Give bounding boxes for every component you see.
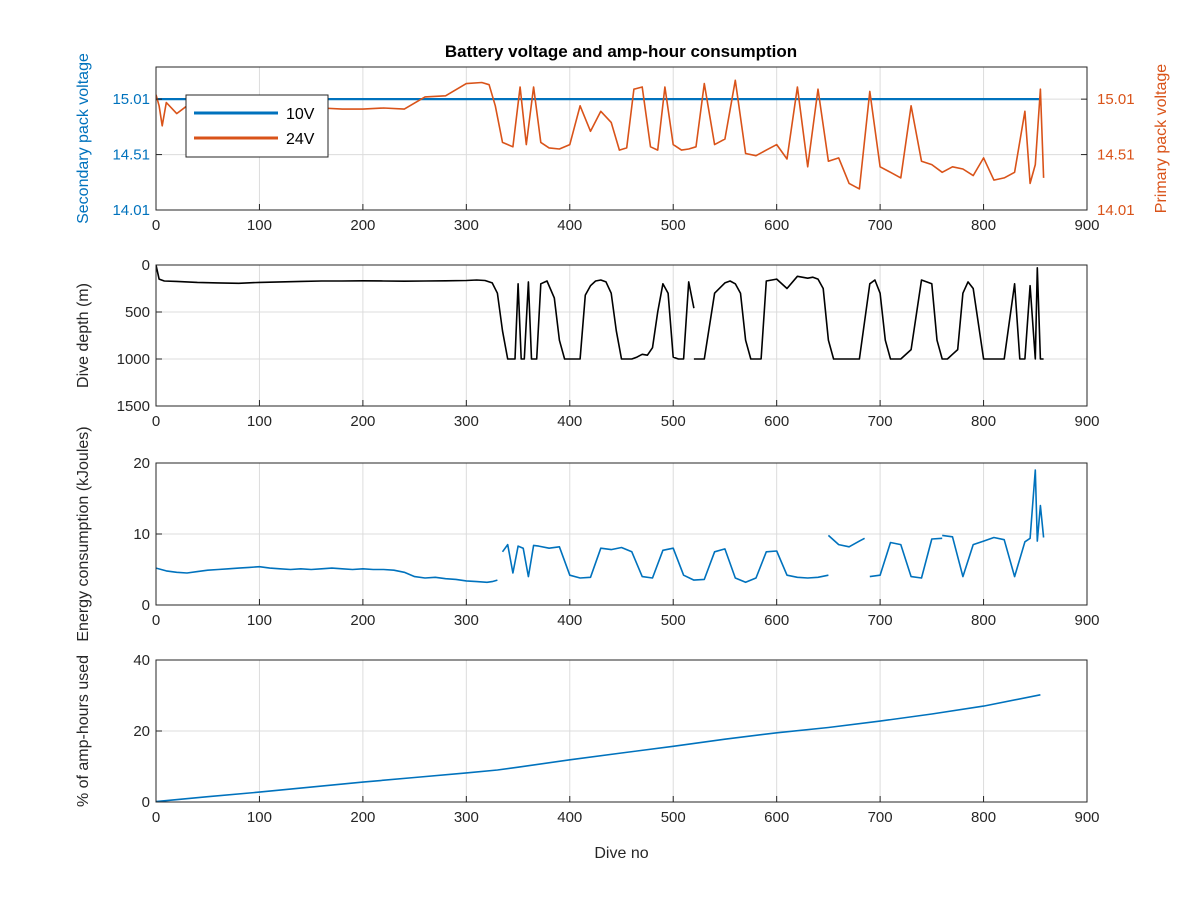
x-tick-label: 200 <box>350 612 375 629</box>
y-tick-label: 40 <box>133 652 150 669</box>
x-tick-label: 100 <box>247 612 272 629</box>
y-tick-label: 14.51 <box>112 147 150 164</box>
x-tick-label: 400 <box>557 413 582 430</box>
x-tick-label: 300 <box>454 612 479 629</box>
series-group <box>156 694 1041 802</box>
series-group <box>156 469 1045 584</box>
y-right-tick-label: 14.51 <box>1097 147 1135 164</box>
x-tick-label: 0 <box>152 612 160 629</box>
x-tick-label: 800 <box>971 809 996 826</box>
figure-title: Battery voltage and amp-hour consumption <box>445 42 797 61</box>
y-tick-label: 20 <box>133 723 150 740</box>
y-tick-label: 14.01 <box>112 202 150 219</box>
series-group <box>156 265 1044 360</box>
y-axis-label: Dive depth (m) <box>75 283 92 388</box>
x-tick-label: 800 <box>971 413 996 430</box>
legend-box <box>185 94 329 158</box>
x-tick-label: 100 <box>247 809 272 826</box>
y-right-tick-label: 15.01 <box>1097 91 1135 108</box>
y-axis-label-right: Primary pack voltage <box>1153 64 1170 213</box>
y-tick-label: 0 <box>142 794 150 811</box>
y-tick-label: 500 <box>125 304 150 321</box>
x-tick-label: 700 <box>868 413 893 430</box>
y-right-tick-label: 14.01 <box>1097 202 1135 219</box>
x-tick-label: 600 <box>764 612 789 629</box>
y-tick-label: 1500 <box>117 398 150 415</box>
x-tick-label: 100 <box>247 217 272 234</box>
chart-panel-2: 0 100 200 300 400 500 600 700 800 900 0 500 1000 1500… <box>75 257 1100 430</box>
series-line-1 <box>156 694 1041 802</box>
x-tick-label: 600 <box>764 217 789 234</box>
x-tick-label: 500 <box>661 413 686 430</box>
y-tick-label: 0 <box>142 257 150 274</box>
y-axis-label: Energy consumption (kJoules) <box>75 426 92 641</box>
series-line-24v <box>156 79 1045 190</box>
x-tick-label: 900 <box>1074 217 1099 234</box>
y-tick-label: 20 <box>133 455 150 472</box>
x-tick-label: 0 <box>152 413 160 430</box>
y-tick-label: 10 <box>133 526 150 543</box>
x-tick-label: 200 <box>350 413 375 430</box>
x-axis-label: Dive no <box>594 845 648 862</box>
x-tick-label: 600 <box>764 413 789 430</box>
axes-frame <box>155 264 1088 407</box>
x-tick-label: 900 <box>1074 809 1099 826</box>
x-tick-label: 500 <box>661 217 686 234</box>
x-tick-label: 0 <box>152 809 160 826</box>
x-tick-label: 200 <box>350 809 375 826</box>
x-tick-label: 400 <box>557 612 582 629</box>
x-tick-label: 100 <box>247 413 272 430</box>
y-tick-label: 0 <box>142 597 150 614</box>
x-tick-label: 300 <box>454 809 479 826</box>
legend-label-24v: 24V <box>286 131 315 148</box>
x-tick-label: 0 <box>152 217 160 234</box>
x-tick-label: 900 <box>1074 413 1099 430</box>
x-tick-label: 500 <box>661 809 686 826</box>
x-tick-label: 900 <box>1074 612 1099 629</box>
x-tick-label: 800 <box>971 612 996 629</box>
chart-panel-1: 0 100 200 300 400 500 600 700 800 90014.0114.5115… <box>75 53 1170 234</box>
y-axis-label: % of amp-hours used <box>75 655 92 807</box>
x-tick-label: 500 <box>661 612 686 629</box>
chart-panel-4: 0 100 200 300 400 500 600 700 800 900 0 20 40 % of am… <box>75 652 1100 862</box>
charts: 0 100 200 300 400 500 600 700 800 90014.0114.5115… <box>75 53 1170 862</box>
legend-label-10v: 10V <box>286 106 315 123</box>
x-tick-label: 400 <box>557 809 582 826</box>
series-line-1 <box>156 265 1044 360</box>
plot-area <box>156 265 1087 406</box>
x-tick-label: 700 <box>868 612 893 629</box>
x-tick-label: 700 <box>868 809 893 826</box>
x-tick-label: 600 <box>764 809 789 826</box>
x-tick-label: 400 <box>557 217 582 234</box>
y-axis-label: Secondary pack voltage <box>75 53 92 224</box>
y-tick-label: 1000 <box>117 351 150 368</box>
x-tick-label: 700 <box>868 217 893 234</box>
x-tick-label: 300 <box>454 217 479 234</box>
series-line-1 <box>156 469 1045 584</box>
x-tick-label: 800 <box>971 217 996 234</box>
axes-frame <box>155 66 1088 211</box>
x-tick-label: 300 <box>454 413 479 430</box>
chart-panel-3: 0 100 200 300 400 500 600 700 800 900 0 10 20 Energy … <box>75 426 1100 641</box>
y-tick-label: 15.01 <box>112 91 150 108</box>
x-tick-label: 200 <box>350 217 375 234</box>
